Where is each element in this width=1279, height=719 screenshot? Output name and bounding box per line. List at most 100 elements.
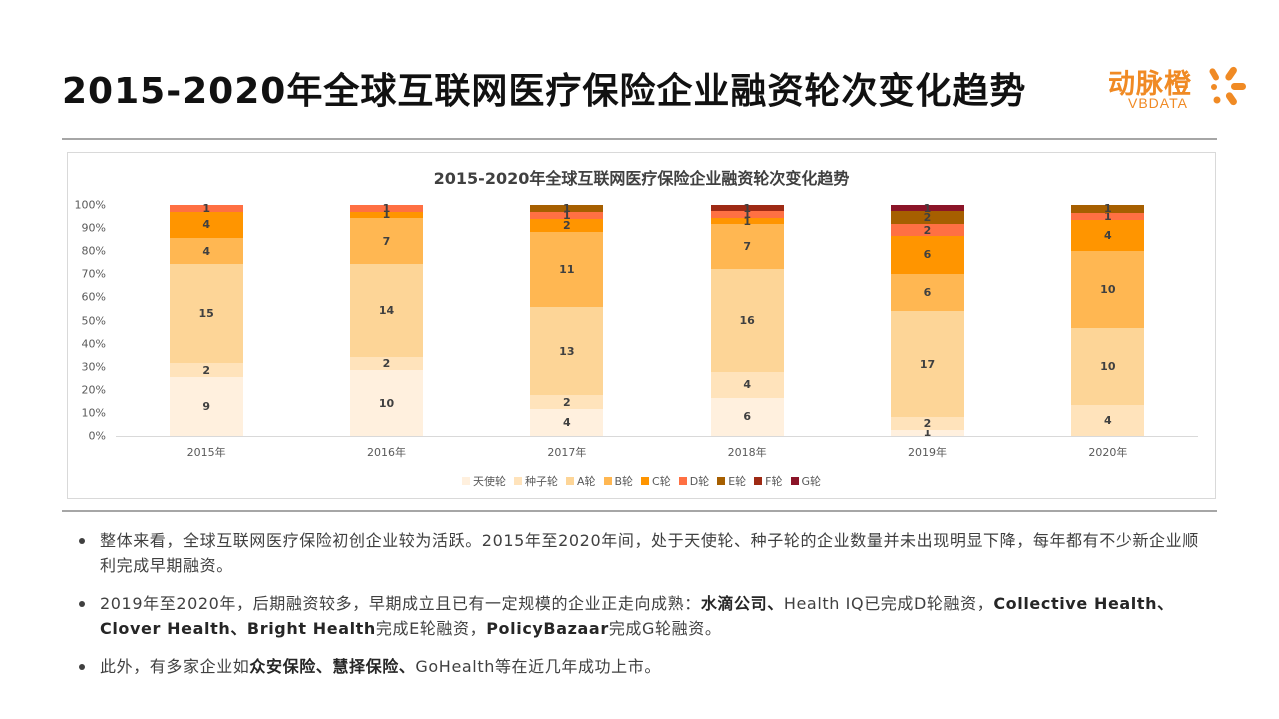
bullet-text: 此外，有多家企业如 (100, 657, 250, 676)
y-tick-label: 20% (81, 383, 106, 397)
logo-burst-icon (1209, 66, 1246, 106)
bar-segment: 2 (350, 356, 423, 370)
stacked-bar: 10 2 14 7 1 1 (350, 201, 423, 436)
data-label: 1 (202, 201, 210, 215)
logo-text-cn: 动脉橙 (1108, 69, 1192, 100)
data-label: 17 (919, 357, 936, 371)
legend-swatch-icon (790, 477, 799, 485)
bullet-text: 完成E轮融资， (375, 619, 487, 638)
bar-segment: 1 (530, 203, 604, 214)
bottom-divider (62, 510, 1217, 512)
bar-segment: 2 (169, 363, 243, 377)
legend-label: C轮 (652, 475, 671, 488)
chart-legend: 天使轮 种子轮 A轮 B轮 C轮 D轮 E轮 F轮 G轮 (68, 473, 1215, 489)
data-label: 4 (563, 415, 571, 429)
stacked-bar: 6 4 16 7 1 1 1 (710, 201, 784, 436)
data-label: 4 (202, 244, 210, 258)
legend-label: 种子轮 (524, 475, 558, 488)
data-label: 10 (378, 396, 395, 410)
data-label: 2 (563, 395, 571, 409)
legend-swatch-icon (717, 477, 726, 485)
data-label: 2 (923, 417, 932, 431)
data-label: 2 (923, 223, 932, 237)
chart-title: 2015-2020年全球互联网医疗保险企业融资轮次变化趋势 (433, 169, 850, 188)
data-label: 10 (1100, 360, 1116, 374)
bar-segment: 6 (891, 273, 964, 312)
data-label: 6 (923, 248, 932, 262)
bar-segment: 1 (350, 201, 423, 215)
data-label: 4 (1104, 414, 1112, 428)
y-tick-label: 80% (81, 244, 106, 258)
bullet-text-bold: 众安保险、慧择保险、 (249, 657, 416, 676)
bar-segment: 1 (710, 214, 784, 228)
y-tick-label: 90% (81, 221, 106, 235)
bar-segment: 2 (891, 417, 964, 431)
bar-segment: 17 (891, 311, 964, 418)
legend-swatch-icon (641, 477, 650, 485)
x-tick-label: 2019年 (908, 446, 947, 459)
vbdata-logo: 动脉橙 VBDATA (1108, 62, 1248, 114)
y-tick-label: 100% (74, 198, 106, 212)
data-label: 1 (1104, 210, 1112, 224)
x-tick-label: 2016年 (367, 446, 406, 459)
x-tick-label: 2017年 (547, 446, 587, 459)
legend-label: E轮 (728, 475, 747, 488)
data-label: 1 (743, 214, 751, 228)
data-label: 6 (923, 285, 932, 299)
data-label: 6 (743, 410, 751, 424)
data-label: 1 (382, 208, 391, 222)
bar-segment: 2 (891, 223, 964, 237)
logo-text-en: VBDATA (1128, 95, 1188, 111)
stacked-bar: 9 2 15 4 4 1 (169, 201, 243, 436)
legend-item: F轮 (754, 473, 783, 489)
data-label: 1 (382, 201, 391, 215)
data-label: 1 (1104, 202, 1112, 216)
x-tick-label: 2015年 (186, 446, 226, 459)
data-label: 4 (743, 378, 751, 392)
stacked-bar: 4 2 13 11 2 1 1 (530, 203, 604, 436)
bar-segment: 1 (350, 208, 423, 222)
bullet-text: 整体来看，全球互联网医疗保险初创企业较为活跃。2015年至2020年间，处于天使… (100, 531, 1199, 575)
bar-segment: 1 (891, 203, 964, 214)
data-label: 15 (198, 307, 214, 321)
data-label: 1 (743, 201, 751, 215)
bar-segment: 7 (710, 224, 784, 270)
bullet-text-bold: Collective Health、Clover Health、Bright H… (100, 594, 1174, 638)
data-label: 1 (563, 208, 571, 222)
y-tick-label: 50% (81, 314, 106, 327)
legend-swatch-icon (678, 477, 687, 485)
bullet-item: 此外，有多家企业如众安保险、慧择保险、GoHealth等在近几年成功上市。 (76, 654, 1206, 679)
bar-segment: 13 (530, 306, 604, 396)
data-label: 2 (202, 363, 210, 377)
data-label: 11 (559, 263, 575, 277)
legend-item: E轮 (717, 473, 746, 489)
bar-segment: 6 (891, 236, 964, 274)
legend-swatch-icon (754, 477, 763, 485)
legend-swatch-icon (603, 477, 612, 485)
legend-swatch-icon (565, 477, 574, 485)
data-label: 2 (563, 218, 571, 232)
legend-label: B轮 (614, 475, 634, 488)
legend-label: A轮 (576, 475, 596, 488)
bar-segment: 10 (350, 370, 423, 436)
bar-segment: 1 (530, 208, 604, 222)
bar-segment: 10 (1071, 251, 1145, 329)
bar-segment: 2 (530, 218, 604, 233)
data-label: 4 (202, 218, 210, 232)
top-divider (62, 138, 1217, 140)
bar-segment: 7 (350, 218, 423, 265)
bullet-item: 2019年至2020年，后期融资较多，早期成立且已有一定规模的企业正走向成熟：水… (76, 591, 1206, 641)
bar-segment: 10 (1071, 328, 1145, 406)
data-label: 16 (739, 314, 755, 328)
legend-label: 天使轮 (472, 475, 506, 488)
bar-segment: 4 (1071, 220, 1145, 252)
bullet-text-bold: PolicyBazaar (486, 619, 609, 638)
bar-segment: 2 (530, 395, 604, 409)
data-label: 7 (382, 234, 391, 248)
x-tick-label: 2018年 (727, 446, 767, 459)
data-label: 4 (1104, 229, 1112, 243)
bullet-text: GoHealth等在近几年成功上市。 (415, 657, 661, 676)
legend-item: G轮 (790, 473, 821, 489)
legend-label: F轮 (765, 475, 783, 488)
bar-segment: 6 (710, 397, 784, 436)
